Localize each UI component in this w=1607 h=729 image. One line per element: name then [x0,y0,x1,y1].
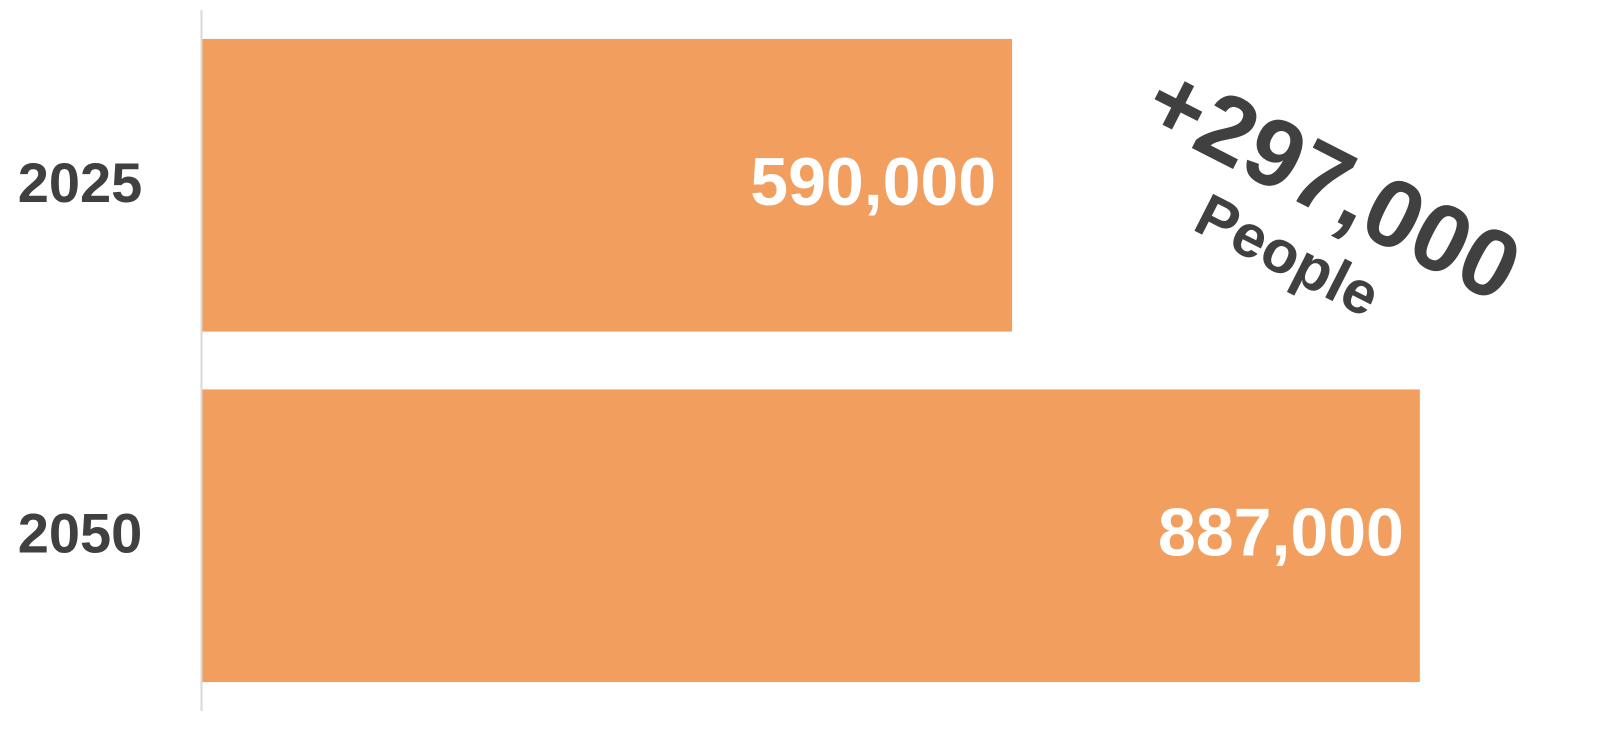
category-label: 2025 [18,151,143,214]
bar [202,389,1420,683]
bar [202,38,1013,332]
annotation-group: +297,000 People [1129,44,1537,329]
value-label: 887,000 [1158,495,1404,571]
category-label: 2050 [18,502,143,565]
value-label: 590,000 [750,144,996,220]
